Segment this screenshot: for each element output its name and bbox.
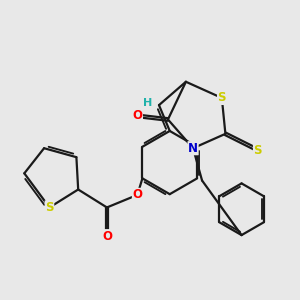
Text: O: O	[132, 110, 142, 122]
Text: H: H	[143, 98, 152, 108]
Text: S: S	[254, 143, 262, 157]
Text: S: S	[218, 92, 226, 104]
Text: N: N	[188, 142, 198, 155]
Text: O: O	[102, 230, 112, 243]
Text: S: S	[45, 201, 54, 214]
Text: O: O	[132, 188, 142, 201]
